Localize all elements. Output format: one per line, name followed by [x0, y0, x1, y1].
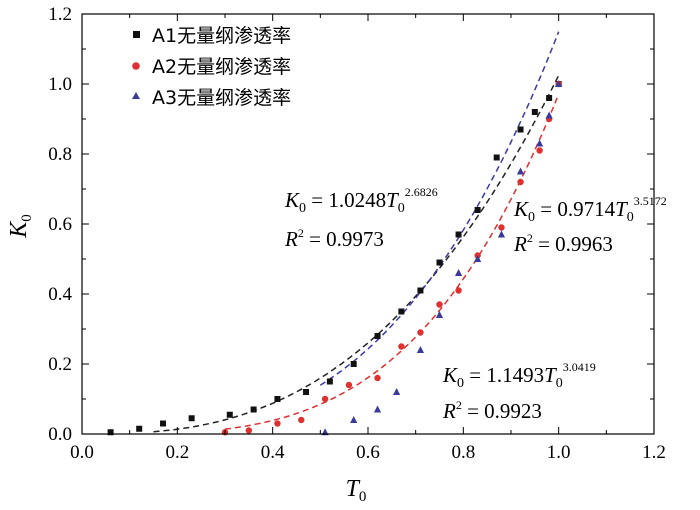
legend-label-a2: A2无量纲渗透率 [152, 56, 291, 78]
point-a2 [417, 329, 424, 336]
x-axis-title: T0 [346, 476, 367, 505]
point-a1 [326, 378, 333, 385]
svg-text:R2 = 0.9923: R2 = 0.9923 [442, 398, 542, 423]
legend-label-a1: A1无量纲渗透率 [152, 25, 291, 47]
fit-curves [153, 31, 560, 433]
point-a3 [545, 111, 553, 119]
point-a2 [321, 395, 329, 403]
y-tick-label: 0.2 [48, 354, 72, 375]
point-a2 [245, 427, 253, 434]
legend-label-a3: A3无量纲渗透率 [152, 87, 291, 109]
y-tick-label: 1.2 [48, 4, 72, 25]
point-a3 [555, 80, 563, 87]
point-a3 [435, 311, 444, 318]
y-tick-label: 0.8 [48, 144, 72, 165]
x-tick-label: 0.0 [70, 442, 94, 463]
fit-equation-a2: K0 = 0.9714T03.5172 R2 = 0.9963 [513, 194, 667, 256]
point-a1 [107, 429, 114, 436]
fit-curve-a3 [319, 31, 560, 386]
point-a3 [350, 416, 358, 423]
y-axis-title: K0 [6, 214, 35, 239]
point-a3 [536, 139, 544, 147]
x-tick-label: 0.4 [261, 442, 285, 463]
x-tick-label: 0.2 [165, 442, 189, 463]
point-a1 [160, 420, 167, 427]
point-a2 [398, 343, 405, 350]
point-a2 [345, 381, 353, 389]
svg-text:R2 = 0.9973: R2 = 0.9973 [284, 226, 384, 251]
x-tick-label: 0.6 [356, 442, 380, 463]
point-a2 [274, 420, 281, 427]
point-a1 [517, 126, 524, 133]
point-a3 [516, 167, 525, 175]
x-tick-label: 1.0 [547, 442, 571, 463]
point-a2 [455, 287, 462, 294]
point-a3 [474, 255, 482, 262]
point-a2 [298, 416, 305, 424]
point-a1 [474, 207, 481, 213]
point-a1 [436, 259, 443, 266]
y-tick-label: 0.4 [48, 284, 72, 305]
point-a1 [493, 154, 500, 161]
legend-marker-a2 [132, 62, 140, 70]
x-tick-label: 1.2 [642, 442, 666, 463]
legend-marker-a1 [133, 31, 140, 38]
legend: A1无量纲渗透率 A2无量纲渗透率 A3无量纲渗透率 [132, 25, 291, 109]
point-a1 [455, 231, 462, 238]
axes: 0.0 0.2 0.4 0.6 0.8 1.0 1.2 0.0 0.2 0.4 0.6 0.8 1.0 1… [48, 4, 666, 463]
svg-text:K0 = 1.0248T02.6826: K0 = 1.0248T02.6826 [284, 185, 438, 216]
y-tick-label: 0.6 [48, 214, 72, 235]
point-a2 [436, 301, 443, 308]
point-a3 [373, 405, 382, 413]
point-a2 [536, 147, 543, 154]
point-a3 [393, 388, 401, 395]
fit-equation-a3: K0 = 1.1493T03.0419 R2 = 0.9923 [442, 360, 596, 423]
point-a1 [417, 287, 424, 294]
x-tick-label: 0.8 [451, 442, 475, 463]
svg-text:K0 = 0.9714T03.5172: K0 = 0.9714T03.5172 [513, 194, 667, 225]
point-a1 [374, 333, 381, 339]
point-a1 [303, 389, 310, 395]
fit-curve-a1 [153, 74, 560, 433]
data-points [107, 80, 563, 436]
point-a1 [546, 95, 553, 101]
point-a1 [250, 406, 257, 413]
point-a1 [274, 396, 281, 402]
point-a3 [416, 346, 425, 353]
point-a1 [136, 425, 143, 432]
fit-curve-a2 [224, 93, 560, 430]
point-a1 [531, 109, 538, 115]
point-a2 [498, 224, 505, 231]
point-a3 [454, 269, 463, 276]
svg-text:R2 = 0.9963: R2 = 0.9963 [513, 231, 613, 256]
point-a2 [517, 178, 524, 186]
point-a1 [398, 308, 405, 315]
fit-equation-a1: K0 = 1.0248T02.6826 R2 = 0.9973 [284, 185, 438, 251]
point-a1 [188, 415, 195, 422]
y-tick-label: 1.0 [48, 74, 72, 95]
svg-text:K0 = 1.1493T03.0419: K0 = 1.1493T03.0419 [442, 360, 596, 391]
y-tick-label: 0.0 [48, 424, 72, 445]
legend-marker-a3 [132, 92, 140, 99]
point-a3 [497, 230, 506, 238]
point-a1 [350, 361, 357, 367]
point-a2 [374, 374, 381, 382]
point-a1 [226, 411, 233, 418]
